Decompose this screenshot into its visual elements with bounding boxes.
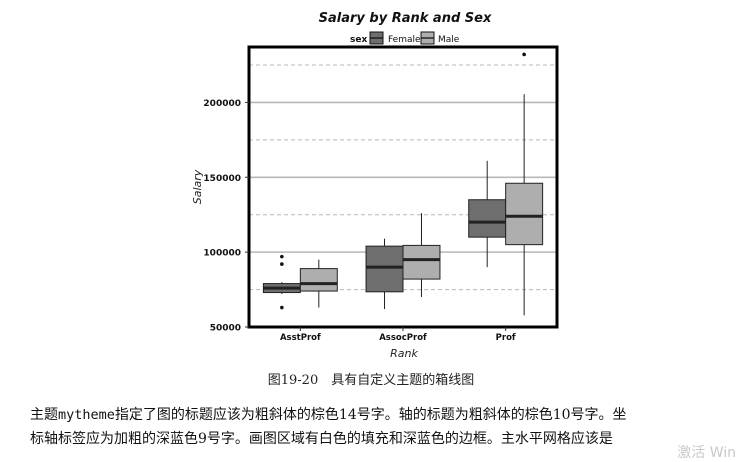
iqr-box <box>468 199 507 238</box>
box-male-assocprof <box>402 213 441 298</box>
iqr-box <box>365 245 404 293</box>
activation-watermark: 激活 Win <box>677 445 736 461</box>
legend-entry-male: Male <box>420 31 460 45</box>
iqr-box <box>402 244 441 280</box>
x-axis-title: Rank <box>390 347 418 360</box>
legend-title: sex <box>350 35 367 45</box>
body-paragraph-line-1: 主题mytheme指定了图的标题应该为粗斜体的棕色14号字。轴的标题为粗斜体的棕… <box>30 404 730 424</box>
outlier-point <box>280 254 284 259</box>
legend-entry-female: Female <box>369 31 421 45</box>
legend-label-female: Female <box>388 35 421 45</box>
box-female-asstprof <box>262 254 301 310</box>
box-female-assocprof <box>365 238 404 310</box>
body-text: 指定了图的标题应该为粗斜体的棕色14号字。轴的标题为粗斜体的棕色10号字。坐 <box>114 407 627 423</box>
iqr-box <box>505 182 544 246</box>
boxes <box>262 52 544 316</box>
x-tick-label: Prof <box>496 333 516 343</box>
box-female-prof <box>468 160 507 268</box>
x-tick-label: AsstProf <box>280 333 321 343</box>
outlier-point <box>280 305 284 310</box>
legend-label-male: Male <box>438 35 460 45</box>
y-tick-label: 200000 <box>203 99 241 109</box>
chart-title: Salary by Rank and Sex <box>319 11 492 26</box>
iqr-box <box>299 268 338 292</box>
y-tick-label: 50000 <box>210 324 241 334</box>
gridlines <box>249 64 557 291</box>
y-axis: 50000 100000 150000 200000 <box>203 99 249 334</box>
inline-code: mytheme <box>58 407 115 423</box>
legend: sex Female Male <box>350 31 460 45</box>
y-axis-title: Salary <box>191 169 204 204</box>
y-tick-label: 100000 <box>203 249 241 259</box>
figure-caption: 图19-20 具有自定义主题的箱线图 <box>267 373 475 388</box>
x-tick-label: AssocProf <box>379 333 427 343</box>
outlier-point <box>522 52 526 57</box>
body-paragraph-line-2: 标轴标签应为加粗的深蓝色9号字。画图区域有白色的填充和深蓝色的边框。主水平网格应… <box>30 431 613 447</box>
x-axis: AsstProf AssocProf Prof <box>280 327 516 343</box>
box-male-asstprof <box>299 259 338 308</box>
body-text: 主题 <box>30 407 58 423</box>
outlier-point <box>280 262 284 266</box>
boxplot-figure: Salary by Rank and Sex sex Female Male 5… <box>191 11 559 360</box>
y-tick-label: 150000 <box>203 174 241 184</box>
box-male-prof <box>505 52 544 316</box>
